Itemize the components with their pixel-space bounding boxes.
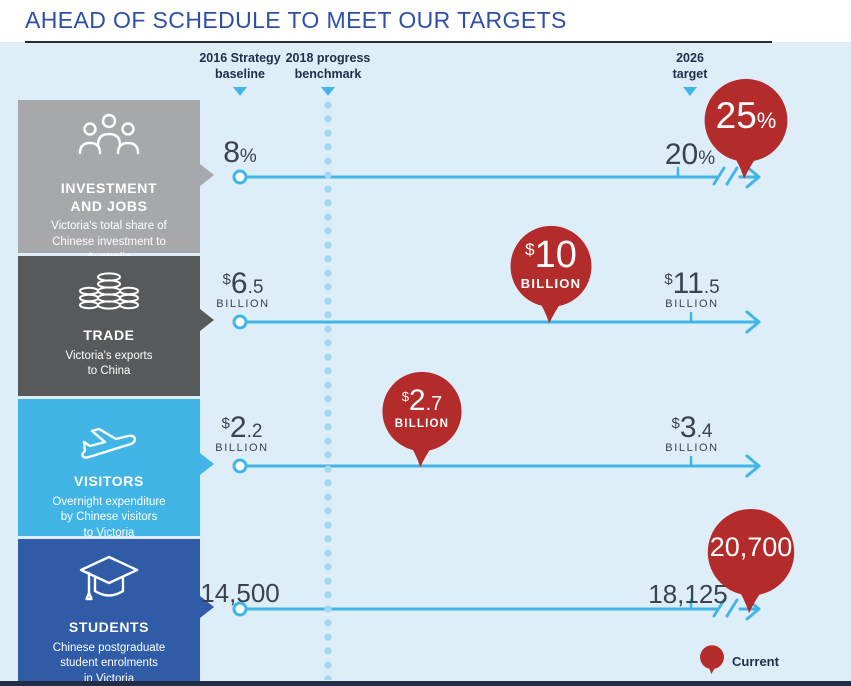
baseline-value-trade: $6.5 BILLION — [216, 267, 270, 310]
baseline-value-investment: 8% — [223, 136, 257, 169]
category-description: Victoria's exports to China — [65, 349, 153, 378]
triangle-marker-target-icon — [683, 87, 697, 96]
category-title: TRADE — [83, 327, 135, 343]
page-title: AHEAD OF SCHEDULE TO MEET OUR TARGETS — [25, 7, 567, 33]
triangle-marker-baseline-icon — [233, 87, 247, 96]
target-value-visitors: $3.4 BILLION — [665, 411, 719, 454]
current-balloon-trade: $10 BILLION — [507, 225, 595, 329]
top-band — [0, 0, 851, 42]
bottom-bar — [0, 681, 851, 686]
column-header-target: 2026 target — [672, 51, 708, 82]
graduation-cap-icon — [77, 553, 141, 610]
timeline-visitors — [232, 454, 761, 478]
column-header-baseline: 2016 Strategy baseline — [199, 51, 281, 82]
coins-icon — [78, 269, 140, 318]
triangle-marker-benchmark-icon — [321, 87, 335, 96]
benchmark-dotted-line — [324, 100, 332, 680]
current-balloon-visitors: $2.7 BILLION — [379, 371, 465, 472]
block-pointer-icon — [200, 164, 214, 186]
block-pointer-icon — [200, 453, 214, 475]
category-description: Overnight expenditure by Chinese visitor… — [52, 495, 166, 540]
baseline-value-visitors: $2.2 BILLION — [215, 411, 269, 454]
baseline-value-students: 14,500 — [200, 578, 280, 608]
column-header-benchmark: 2018 progress benchmark — [285, 51, 371, 82]
category-title: STUDENTS — [68, 619, 150, 635]
block-pointer-icon — [200, 596, 214, 618]
title-rule — [25, 41, 772, 43]
current-balloon-investment: 25% — [701, 78, 791, 184]
plane-icon — [77, 413, 141, 464]
category-block-visitors: VISITORS Overnight expenditure by Chines… — [18, 399, 200, 539]
target-value-trade: $11.5 BILLION — [664, 267, 720, 310]
category-block-students: STUDENTS Chinese postgraduate student en… — [18, 539, 200, 685]
category-block-investment: INVESTMENT AND JOBS Victoria's total sha… — [18, 100, 200, 264]
category-title: VISITORS — [74, 473, 144, 489]
timeline-trade — [232, 310, 761, 334]
target-value-students: 18,125 — [648, 579, 728, 609]
category-description: Chinese postgraduate student enrolments … — [52, 641, 166, 686]
block-pointer-icon — [200, 309, 214, 331]
category-title: INVESTMENT AND JOBS — [60, 180, 158, 214]
legend-current-balloon-icon — [699, 645, 725, 676]
category-block-trade: TRADE Victoria's exports to China — [18, 256, 200, 396]
legend-current-label: Current — [732, 654, 779, 669]
current-balloon-students: 20,700 — [704, 508, 798, 619]
target-value-investment: 20% — [664, 138, 716, 171]
people-icon — [76, 112, 142, 171]
